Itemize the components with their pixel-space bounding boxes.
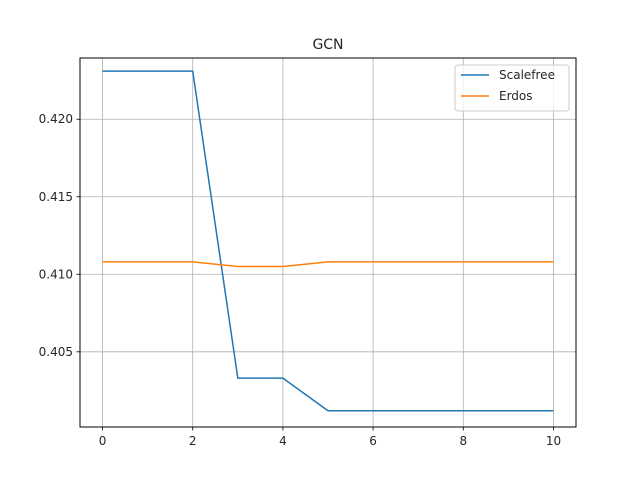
- legend: Scalefree Erdos: [454, 64, 570, 112]
- y-tick-label: 0.405: [39, 345, 73, 359]
- x-tick-label: 0: [99, 434, 107, 448]
- y-tick-label: 0.410: [39, 267, 73, 281]
- series-lines: [102, 70, 554, 412]
- x-tick-label: 8: [459, 434, 467, 448]
- plot-frame: [79, 57, 577, 428]
- legend-box: [454, 64, 570, 112]
- x-tick-label: 4: [279, 434, 287, 448]
- y-tick-label: 0.415: [39, 190, 73, 204]
- grid: [80, 58, 576, 427]
- x-axis: 0 2 4 6 8 10: [99, 427, 561, 448]
- y-axis: 0.405 0.410 0.415 0.420: [39, 112, 80, 359]
- legend-label: Erdos: [499, 89, 533, 103]
- x-tick-label: 10: [546, 434, 561, 448]
- legend-label: Scalefree: [499, 68, 555, 82]
- x-tick-label: 6: [369, 434, 377, 448]
- series-line-scalefree: [102, 70, 554, 412]
- y-tick-label: 0.420: [39, 112, 73, 126]
- x-tick-label: 2: [189, 434, 197, 448]
- series-line-erdos: [102, 261, 554, 268]
- chart-title: GCN: [312, 37, 343, 53]
